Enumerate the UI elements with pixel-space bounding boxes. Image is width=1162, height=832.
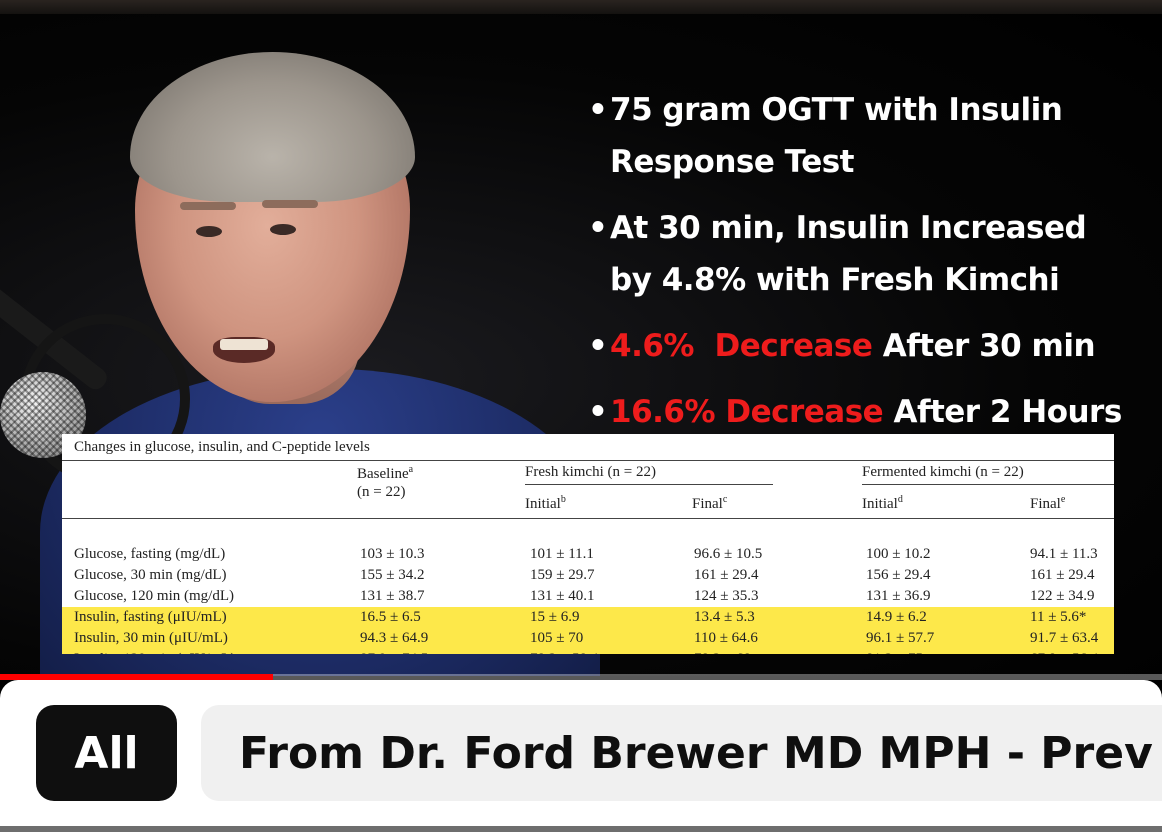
table-row: Glucose, 30 min (mg/dL) 155 ± 34.2 159 ± 2… bbox=[62, 565, 1114, 586]
presenter-brow-left bbox=[180, 202, 236, 210]
row-label: Glucose, fasting (mg/dL) bbox=[74, 546, 226, 562]
header-fresh-final: Finalc bbox=[692, 494, 728, 512]
slide-bullet-line: by 4.8% with Fresh Kimchi bbox=[610, 262, 1060, 298]
filter-chip-bar: All From Dr. Ford Brewer MD MPH - Prev bbox=[0, 680, 1162, 826]
row-label: Insulin, fasting (μIU/mL) bbox=[74, 609, 227, 625]
table-cell: 94.1 ± 11.3 bbox=[1030, 546, 1098, 562]
bullet-dot-icon: • bbox=[588, 328, 608, 364]
slide-bullet: • 16.6% Decrease After 2 Hours bbox=[588, 386, 1148, 438]
slide-text: At 30 min, Insulin Increased bbox=[610, 210, 1087, 246]
table-cell: 122 ± 34.9 bbox=[1030, 588, 1095, 604]
table-cell: 14.9 ± 6.2 bbox=[866, 609, 927, 625]
header-baseline-n: (n = 22) bbox=[357, 484, 406, 500]
slide-bullet-list: • 75 gram OGTT with Insulin Response Test •… bbox=[588, 84, 1148, 452]
presenter-eye-right bbox=[270, 224, 296, 235]
table-cell: 124 ± 35.3 bbox=[694, 588, 759, 604]
row-label: Insulin, 30 min (μIU/mL) bbox=[74, 630, 228, 646]
table-cell: 15 ± 6.9 bbox=[530, 609, 580, 625]
top-edge bbox=[0, 0, 1162, 14]
table-cell: 155 ± 34.2 bbox=[360, 567, 425, 583]
header-fresh-initial: Initialb bbox=[525, 494, 566, 512]
table-cell: 78.3 ± 68 bbox=[694, 651, 751, 654]
slide-bullet-line: Response Test bbox=[610, 144, 855, 180]
table-cell: 91.7 ± 63.4 bbox=[1030, 630, 1099, 646]
slide-bullet: • At 30 min, Insulin Increased by 4.8% wit… bbox=[588, 202, 1148, 306]
chip-all[interactable]: All bbox=[36, 705, 177, 801]
slide-highlight-text: 4.6% Decrease bbox=[610, 328, 873, 364]
table-cell: 100 ± 10.2 bbox=[866, 546, 931, 562]
slide-bullet: • 4.6% Decrease After 30 min bbox=[588, 320, 1148, 372]
header-fermented-initial: Initiald bbox=[862, 494, 903, 512]
video-player[interactable]: • 75 gram OGTT with Insulin Response Test •… bbox=[0, 14, 1162, 676]
slide-bullet-line: 4.6% Decrease After 30 min bbox=[610, 320, 1148, 372]
table-cell: 87.9 ± 74.5 bbox=[360, 651, 428, 654]
table-row: Insulin, 120 min (μIU/mL) 87.9 ± 74.5 78.2… bbox=[62, 649, 1114, 654]
bullet-dot-icon: • bbox=[588, 394, 608, 430]
progress-bar[interactable] bbox=[0, 674, 1162, 680]
progress-bar-played bbox=[0, 674, 274, 680]
fermented-group-rule bbox=[862, 484, 1114, 485]
table-cell: 13.4 ± 5.3 bbox=[694, 609, 755, 625]
table-cell: 131 ± 40.1 bbox=[530, 588, 595, 604]
bottom-edge bbox=[0, 826, 1162, 832]
table-cell: 131 ± 38.7 bbox=[360, 588, 425, 604]
table-cell: 67.8 ± 56.4 bbox=[1030, 651, 1098, 654]
table-cell: 161 ± 29.4 bbox=[1030, 567, 1095, 583]
bullet-dot-icon: • bbox=[588, 92, 608, 128]
header-fermented-final: Finale bbox=[1030, 494, 1066, 512]
fresh-group-rule bbox=[525, 484, 773, 485]
presenter-teeth bbox=[220, 339, 268, 350]
header-fresh-kimchi: Fresh kimchi (n = 22) bbox=[525, 464, 656, 480]
table-top-rule bbox=[62, 460, 1114, 461]
table-row: Insulin, 30 min (μIU/mL) 94.3 ± 64.9 105 ±… bbox=[62, 628, 1114, 649]
table-cell: 94.3 ± 64.9 bbox=[360, 630, 429, 646]
slide-text: 75 gram OGTT with Insulin bbox=[610, 92, 1063, 128]
table-cell: 131 ± 36.9 bbox=[866, 588, 931, 604]
table-cell: 96.1 ± 57.7 bbox=[866, 630, 935, 646]
slide-bullet: • 75 gram OGTT with Insulin Response Test bbox=[588, 84, 1148, 188]
table-cell: 11 ± 5.6* bbox=[1030, 609, 1087, 625]
row-label: Glucose, 120 min (mg/dL) bbox=[74, 588, 234, 604]
presenter-eye-left bbox=[196, 226, 222, 237]
table-row: Insulin, fasting (μIU/mL) 16.5 ± 6.5 15 ± … bbox=[62, 607, 1114, 628]
table-caption: Changes in glucose, insulin, and C-pepti… bbox=[74, 439, 370, 455]
table-row: Glucose, 120 min (mg/dL) 131 ± 38.7 131 ± … bbox=[62, 586, 1114, 607]
slide-text: After 30 min bbox=[872, 328, 1096, 364]
header-baseline: Baselinea bbox=[357, 464, 414, 482]
table-cell: 78.2 ± 58.4 bbox=[530, 651, 598, 654]
table-cell: 105 ± 70 bbox=[530, 630, 584, 646]
slide-text: After 2 Hours bbox=[883, 394, 1122, 430]
bullet-dot-icon: • bbox=[588, 210, 608, 246]
study-table: Changes in glucose, insulin, and C-pepti… bbox=[62, 434, 1114, 654]
table-cell: 156 ± 29.4 bbox=[866, 567, 931, 583]
row-label: Insulin, 120 min (μIU/mL) bbox=[74, 651, 235, 654]
table-cell: 101 ± 11.1 bbox=[530, 546, 594, 562]
table-header-rule bbox=[62, 518, 1114, 519]
table-cell: 81.3 ± 75 bbox=[866, 651, 923, 654]
chip-from-channel[interactable]: From Dr. Ford Brewer MD MPH - Prev bbox=[201, 705, 1162, 801]
table-cell: 110 ± 64.6 bbox=[694, 630, 758, 646]
table-cell: 96.6 ± 10.5 bbox=[694, 546, 763, 562]
table-cell: 16.5 ± 6.5 bbox=[360, 609, 421, 625]
table-row: Glucose, fasting (mg/dL) 103 ± 10.3 101 ± … bbox=[62, 544, 1114, 565]
presenter-hair bbox=[130, 52, 415, 202]
header-fermented-kimchi: Fermented kimchi (n = 22) bbox=[862, 464, 1024, 480]
slide-highlight-text: 16.6% Decrease bbox=[610, 394, 884, 430]
slide-bullet-line: 75 gram OGTT with Insulin bbox=[610, 84, 1148, 136]
presenter-brow-right bbox=[262, 200, 318, 208]
row-label: Glucose, 30 min (mg/dL) bbox=[74, 567, 227, 583]
table-cell: 103 ± 10.3 bbox=[360, 546, 425, 562]
slide-bullet-line: 16.6% Decrease After 2 Hours bbox=[610, 386, 1148, 438]
slide-bullet-line: At 30 min, Insulin Increased bbox=[610, 202, 1148, 254]
table-cell: 159 ± 29.7 bbox=[530, 567, 595, 583]
table-cell: 161 ± 29.4 bbox=[694, 567, 759, 583]
